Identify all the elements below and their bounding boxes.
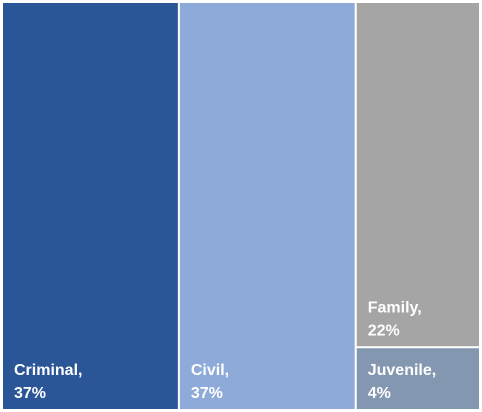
tile: [3, 3, 178, 409]
tile-label: Civil,: [191, 362, 229, 379]
tile-value: 37%: [191, 385, 223, 402]
tile-label: Criminal,: [14, 362, 82, 379]
tile-value: 22%: [368, 322, 400, 339]
tile: [179, 3, 355, 409]
tile-value: 37%: [14, 385, 46, 402]
tile: [356, 348, 479, 409]
tile: [356, 3, 479, 347]
tile-label: Juvenile,: [368, 362, 436, 379]
tile-value: 4%: [368, 385, 391, 402]
tile-label: Family,: [368, 299, 422, 316]
